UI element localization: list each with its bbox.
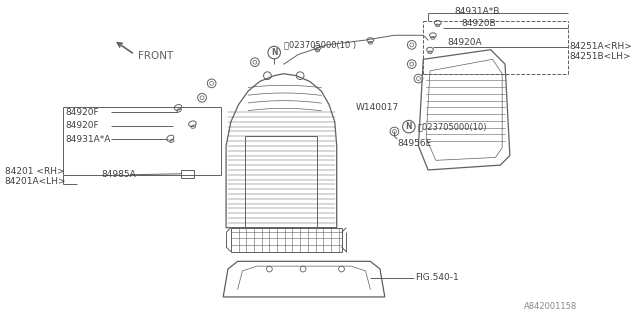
Text: 84201 <RH>: 84201 <RH> <box>5 167 65 176</box>
Text: A842001158: A842001158 <box>524 302 577 311</box>
Text: 84251A<RH>: 84251A<RH> <box>570 42 632 51</box>
Text: 84920F: 84920F <box>65 121 99 130</box>
Text: 84920F: 84920F <box>65 108 99 117</box>
Text: 84920B: 84920B <box>462 19 497 28</box>
Text: N: N <box>406 122 412 131</box>
Text: 84956E: 84956E <box>397 139 431 148</box>
Text: 84201A<LH>: 84201A<LH> <box>5 177 67 186</box>
Text: ⓝ023705000(10 ): ⓝ023705000(10 ) <box>284 40 356 49</box>
Text: 84931A*B: 84931A*B <box>454 7 499 16</box>
Text: 84985A: 84985A <box>101 170 136 179</box>
Text: W140017: W140017 <box>356 103 399 112</box>
Text: 84251B<LH>: 84251B<LH> <box>570 52 631 61</box>
Text: N: N <box>271 48 277 57</box>
Text: FRONT: FRONT <box>138 52 173 61</box>
Text: 84920A: 84920A <box>447 38 482 47</box>
Text: FIG.540-1: FIG.540-1 <box>415 273 460 282</box>
Text: ⓝ023705000(10): ⓝ023705000(10) <box>417 122 487 131</box>
Text: 84931A*A: 84931A*A <box>65 135 111 144</box>
